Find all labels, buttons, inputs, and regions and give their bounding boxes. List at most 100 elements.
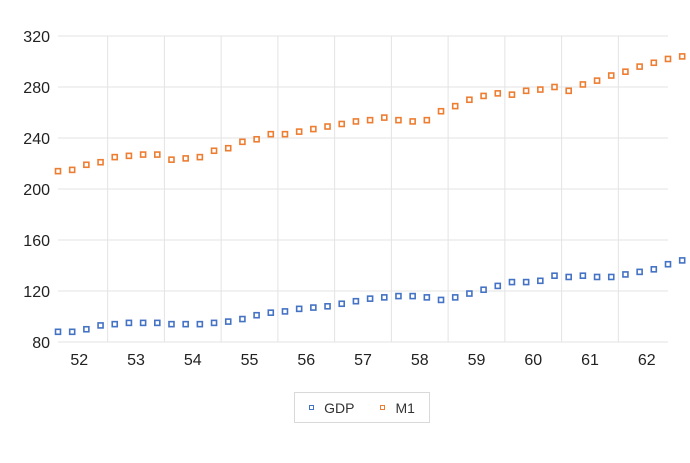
data-point-gdp xyxy=(139,319,147,327)
data-point-gdp xyxy=(239,315,246,323)
data-point-m1 xyxy=(480,92,487,100)
data-point-gdp xyxy=(593,273,601,281)
data-point-m1 xyxy=(366,116,374,124)
data-point-gdp xyxy=(494,282,502,290)
data-point-m1 xyxy=(253,135,260,143)
data-point-gdp xyxy=(395,292,402,300)
data-point-gdp xyxy=(579,272,587,280)
data-point-gdp xyxy=(437,296,445,304)
data-point-m1 xyxy=(182,155,189,162)
x-tick-label: 56 xyxy=(297,352,315,369)
y-tick-label: 120 xyxy=(23,284,50,301)
x-tick-label: 55 xyxy=(241,352,259,369)
legend-marker-gdp xyxy=(309,405,315,410)
data-point-m1 xyxy=(338,120,346,128)
data-point-gdp xyxy=(551,272,558,280)
data-point-m1 xyxy=(324,123,331,130)
data-point-gdp xyxy=(324,302,331,310)
data-point-m1 xyxy=(508,91,516,98)
data-point-m1 xyxy=(139,151,147,158)
data-point-gdp xyxy=(182,320,189,328)
data-point-m1 xyxy=(111,153,119,161)
y-tick-label: 240 xyxy=(23,131,50,148)
data-point-gdp xyxy=(168,320,175,328)
x-axis-tick-labels: 52 53 54 55 56 57 58 59 60 61 62 xyxy=(70,352,655,369)
y-tick-label: 160 xyxy=(23,233,50,250)
data-point-m1 xyxy=(295,128,303,135)
series-m1 xyxy=(54,53,686,175)
data-point-gdp xyxy=(210,319,218,327)
data-point-m1 xyxy=(380,114,388,121)
data-point-gdp xyxy=(466,290,473,297)
y-tick-label: 280 xyxy=(23,80,50,97)
data-point-gdp xyxy=(154,319,161,327)
data-point-m1 xyxy=(678,53,686,60)
x-tick-label: 58 xyxy=(411,352,429,369)
legend-item-gdp: GDP xyxy=(309,400,354,416)
data-point-m1 xyxy=(281,130,289,138)
data-point-m1 xyxy=(352,118,360,125)
data-point-gdp xyxy=(650,266,658,273)
x-tick-label: 54 xyxy=(184,352,202,369)
data-point-gdp xyxy=(97,322,104,329)
data-point-m1 xyxy=(224,144,232,152)
y-tick-label: 200 xyxy=(23,182,50,199)
data-point-m1 xyxy=(423,116,431,124)
data-point-m1 xyxy=(622,68,629,75)
data-point-m1 xyxy=(636,63,643,70)
y-axis-tick-labels: 80 120 160 200 240 280 320 xyxy=(23,29,50,352)
data-point-m1 xyxy=(451,102,459,110)
data-point-gdp xyxy=(295,305,303,313)
data-point-gdp xyxy=(678,257,686,264)
y-tick-label: 80 xyxy=(32,335,50,352)
data-point-gdp xyxy=(253,311,260,319)
data-point-m1 xyxy=(565,87,572,95)
data-point-m1 xyxy=(650,59,658,67)
legend-label-m1: M1 xyxy=(395,399,415,416)
data-point-gdp xyxy=(537,277,544,285)
data-point-gdp xyxy=(508,278,516,286)
gridlines xyxy=(58,35,668,343)
data-point-gdp xyxy=(522,278,530,286)
data-point-m1 xyxy=(97,158,104,166)
x-tick-label: 61 xyxy=(581,352,599,369)
data-point-gdp xyxy=(664,260,672,268)
data-point-m1 xyxy=(154,151,161,158)
data-point-m1 xyxy=(494,90,502,97)
data-point-gdp xyxy=(54,328,62,336)
data-point-m1 xyxy=(522,87,530,95)
legend-label-gdp: GDP xyxy=(324,399,355,416)
data-point-m1 xyxy=(210,147,218,155)
data-point-m1 xyxy=(54,167,62,175)
data-point-gdp xyxy=(352,297,360,305)
x-tick-label: 52 xyxy=(70,352,88,369)
data-point-m1 xyxy=(607,72,615,79)
legend: GDP M1 xyxy=(294,392,430,423)
data-point-m1 xyxy=(168,156,175,163)
data-point-m1 xyxy=(409,118,416,125)
data-point-m1 xyxy=(125,152,133,160)
data-point-gdp xyxy=(480,286,487,294)
data-point-gdp xyxy=(565,273,572,281)
data-point-m1 xyxy=(593,77,601,84)
data-point-gdp xyxy=(111,320,119,328)
data-point-m1 xyxy=(310,125,317,133)
data-point-m1 xyxy=(537,86,544,93)
x-tick-label: 59 xyxy=(468,352,486,369)
data-point-gdp xyxy=(423,294,431,301)
legend-marker-m1 xyxy=(380,405,386,410)
data-point-gdp xyxy=(125,319,133,327)
data-point-gdp xyxy=(622,271,629,278)
data-point-m1 xyxy=(664,55,672,63)
legend-item-m1: M1 xyxy=(380,399,415,416)
data-point-gdp xyxy=(338,300,346,308)
data-point-m1 xyxy=(437,107,445,115)
x-tick-label: 62 xyxy=(638,352,656,369)
data-point-gdp xyxy=(366,295,374,302)
data-point-gdp xyxy=(281,308,289,315)
data-point-gdp xyxy=(451,294,459,301)
data-point-gdp xyxy=(267,309,275,316)
data-point-m1 xyxy=(267,130,275,138)
data-point-gdp xyxy=(196,320,204,328)
